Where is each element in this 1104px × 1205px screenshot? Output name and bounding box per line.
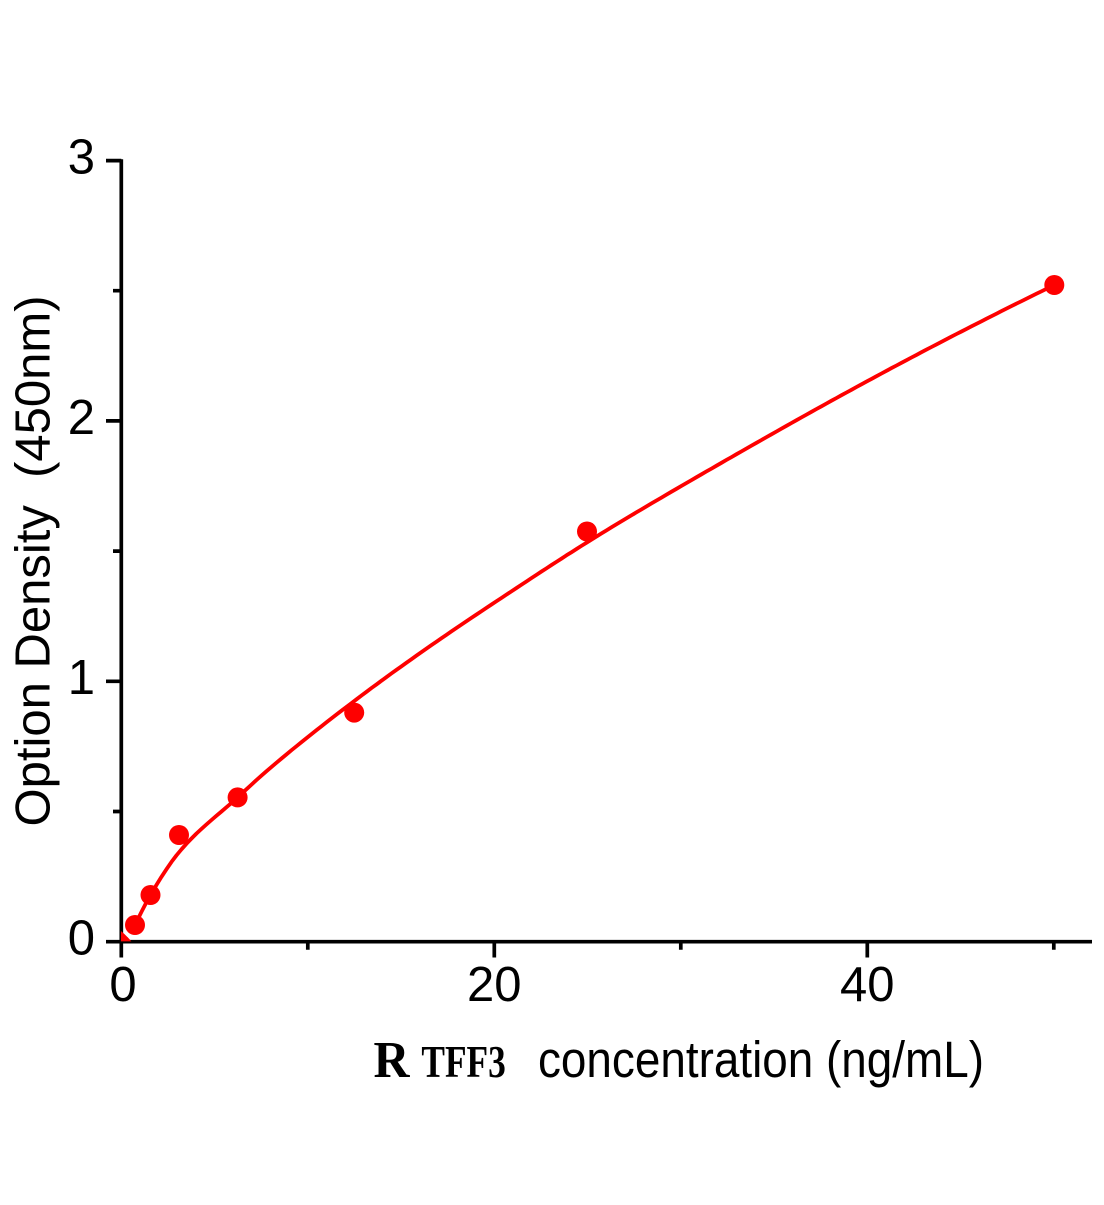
svg-text:R: R — [374, 1032, 411, 1089]
svg-text:2: 2 — [68, 391, 95, 445]
svg-text:1: 1 — [68, 651, 95, 705]
svg-text:0: 0 — [68, 912, 95, 966]
svg-text:20: 20 — [467, 958, 522, 1012]
svg-text:Option Density (450nm): Option Density (450nm) — [7, 295, 61, 826]
svg-text:3: 3 — [68, 130, 95, 184]
svg-text:TFF3: TFF3 — [421, 1036, 505, 1087]
svg-text:concentration (ng/mL): concentration (ng/mL) — [538, 1031, 984, 1088]
svg-text:40: 40 — [840, 958, 895, 1012]
svg-text:0: 0 — [109, 958, 136, 1012]
